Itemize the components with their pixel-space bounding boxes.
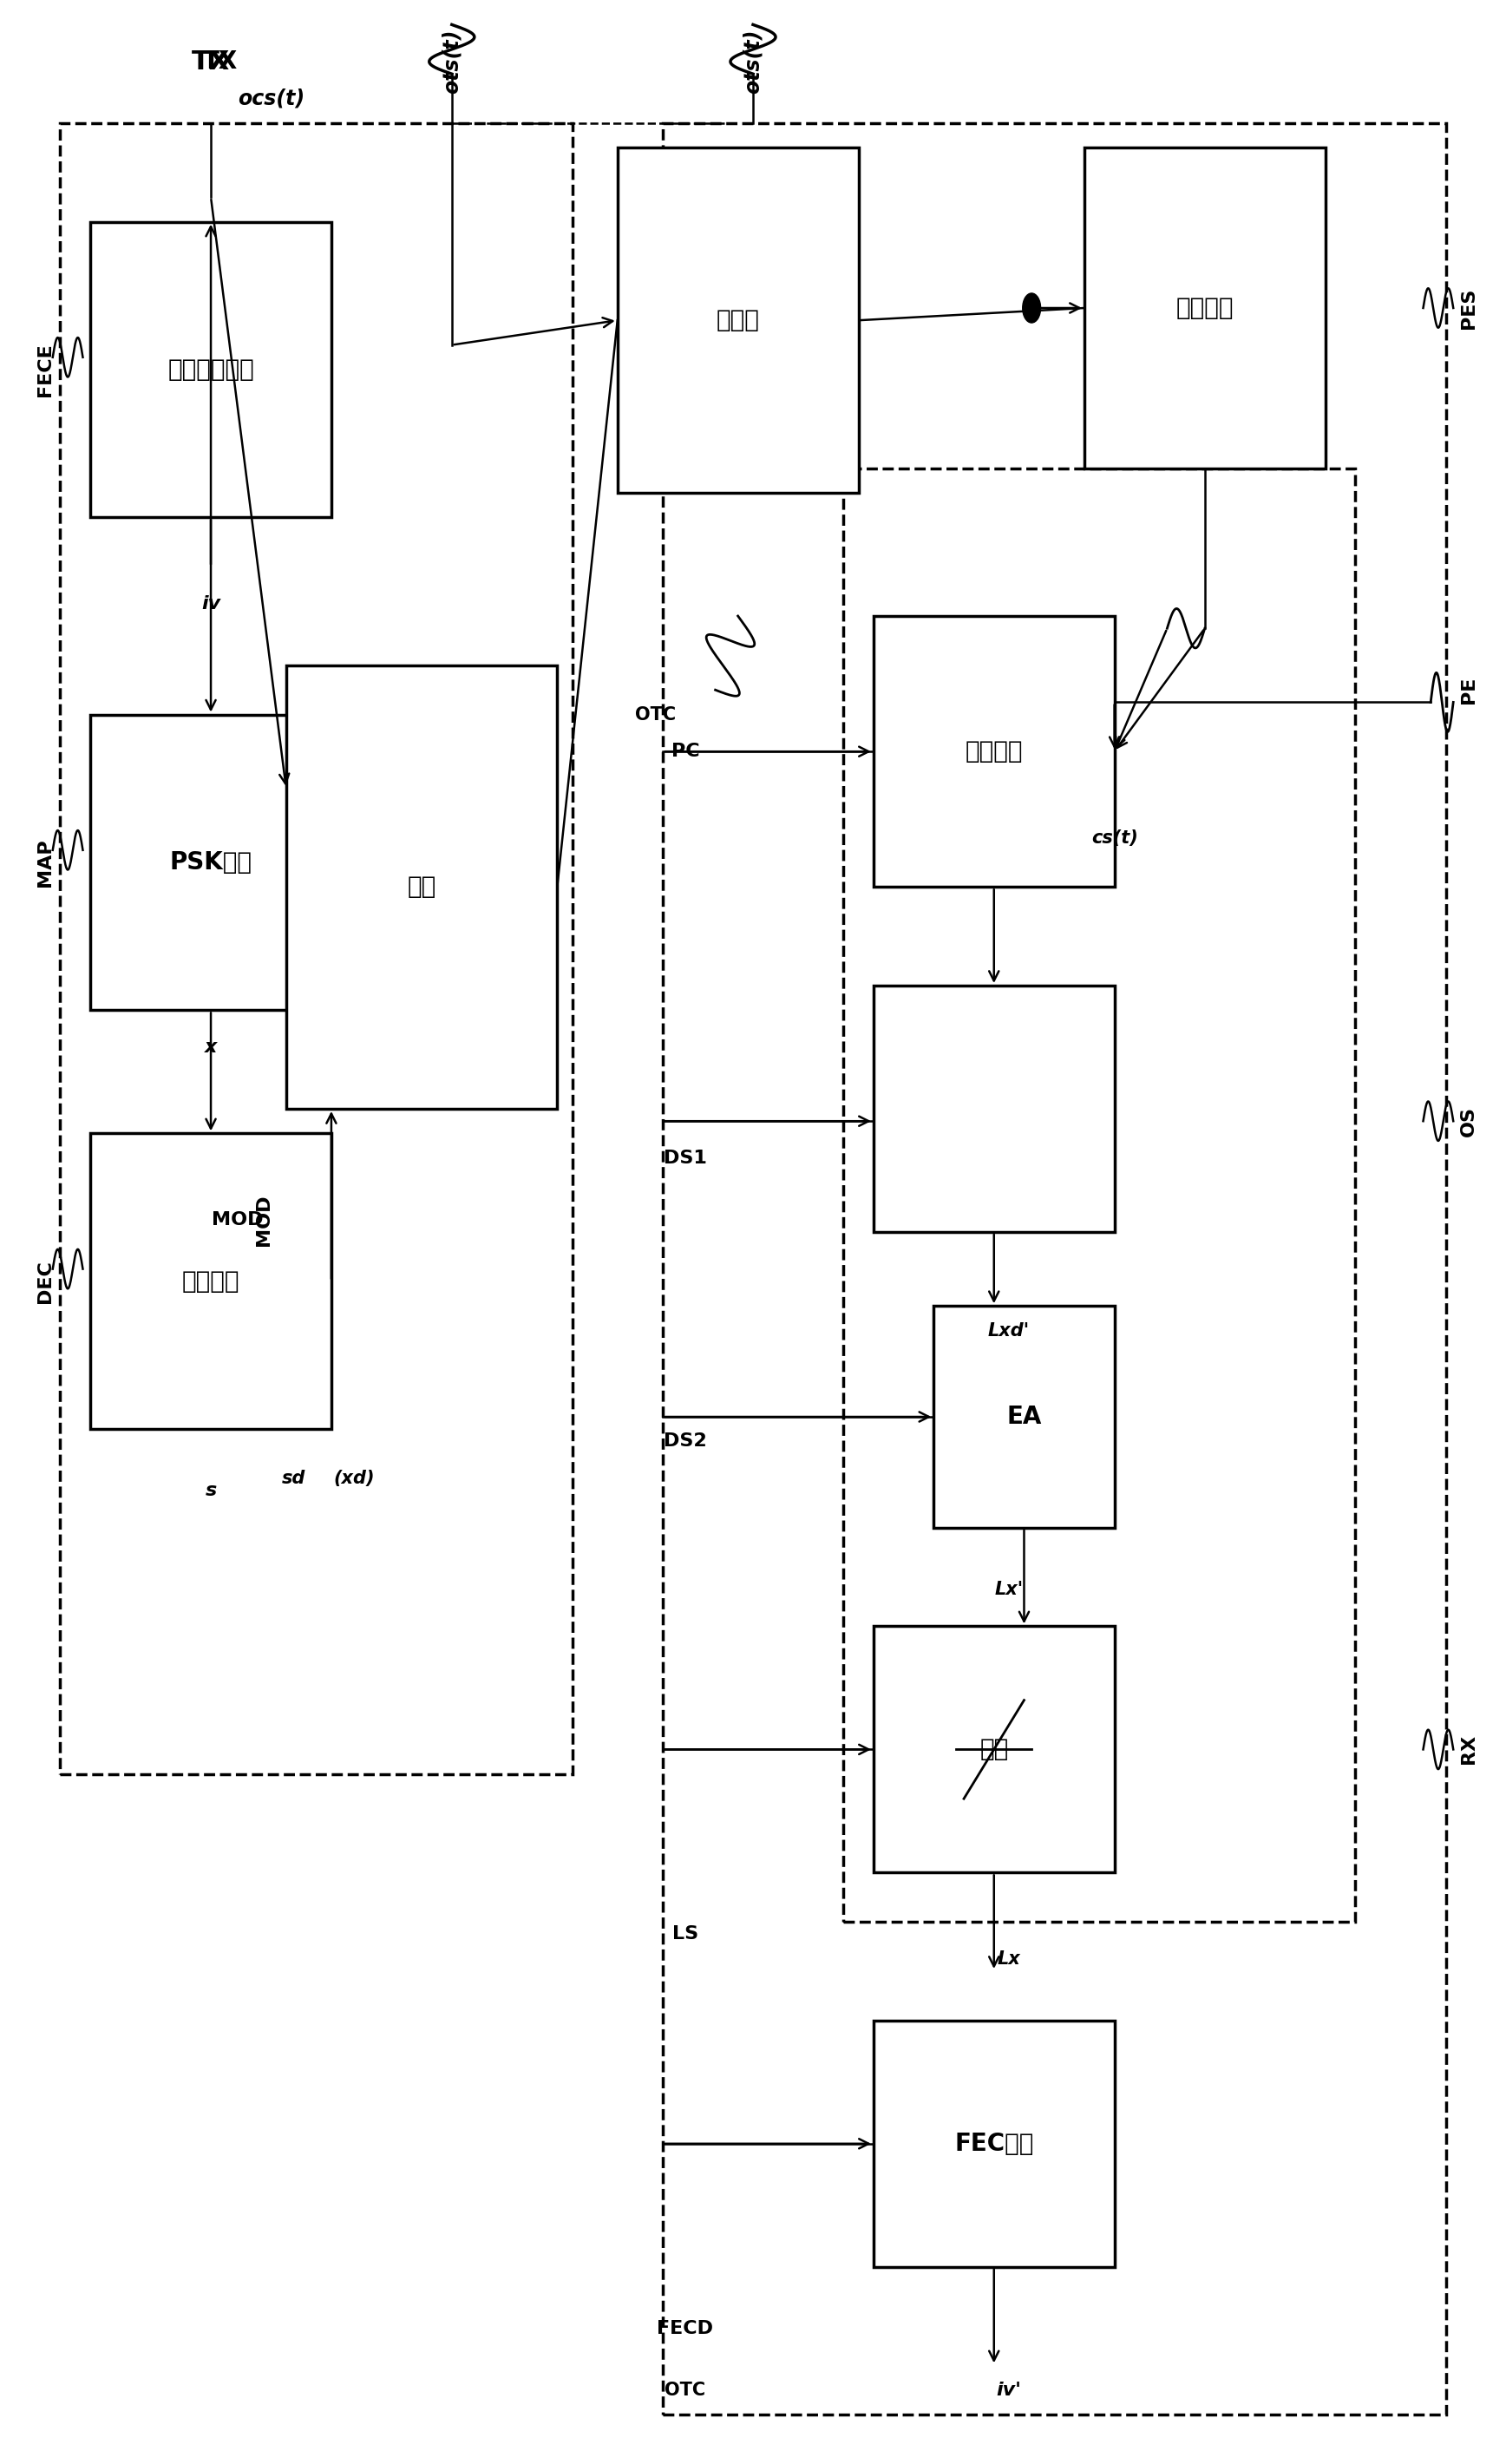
FancyBboxPatch shape: [617, 148, 858, 493]
Text: PSK映射: PSK映射: [170, 850, 252, 875]
FancyBboxPatch shape: [90, 1133, 331, 1429]
FancyBboxPatch shape: [1084, 148, 1325, 468]
Text: 光信道: 光信道: [717, 308, 759, 333]
Text: EA: EA: [1006, 1404, 1042, 1429]
Text: 相位校正: 相位校正: [965, 739, 1023, 764]
Text: s: s: [205, 1481, 217, 1501]
Text: iv': iv': [997, 2380, 1021, 2400]
Text: MOD: MOD: [212, 1210, 264, 1230]
Text: DEC: DEC: [36, 1259, 54, 1303]
Text: PC: PC: [672, 742, 699, 761]
Text: (xd): (xd): [333, 1469, 375, 1488]
Text: 限制: 限制: [979, 1737, 1009, 1762]
Text: LS: LS: [672, 1924, 699, 1944]
Text: FECE: FECE: [36, 342, 54, 397]
Text: Lxd': Lxd': [988, 1321, 1030, 1340]
Circle shape: [1023, 293, 1041, 323]
Text: Lx': Lx': [994, 1579, 1024, 1599]
FancyBboxPatch shape: [873, 986, 1114, 1232]
FancyBboxPatch shape: [873, 1626, 1114, 1873]
Text: PE: PE: [1459, 675, 1477, 705]
FancyBboxPatch shape: [90, 715, 331, 1010]
Text: 相位估计: 相位估计: [1176, 296, 1233, 320]
Text: MAP: MAP: [36, 838, 54, 887]
FancyBboxPatch shape: [843, 468, 1355, 1922]
FancyBboxPatch shape: [286, 665, 557, 1109]
FancyBboxPatch shape: [663, 123, 1446, 2415]
Text: cs(t): cs(t): [1092, 828, 1137, 848]
Text: FEC解码: FEC解码: [955, 2131, 1033, 2156]
Text: OS: OS: [1459, 1106, 1477, 1136]
Text: 调制: 调制: [407, 875, 437, 899]
FancyBboxPatch shape: [60, 123, 572, 1774]
Text: DS2: DS2: [664, 1432, 706, 1451]
Text: iv: iv: [202, 594, 220, 614]
FancyBboxPatch shape: [873, 616, 1114, 887]
Text: TX: TX: [191, 49, 230, 74]
FancyBboxPatch shape: [934, 1306, 1114, 1528]
Text: OTC: OTC: [634, 705, 676, 724]
Text: TX: TX: [203, 49, 238, 74]
Text: ots(t): ots(t): [742, 30, 764, 94]
Text: sd: sd: [282, 1469, 306, 1488]
Text: OTC: OTC: [664, 2380, 706, 2400]
Text: RX: RX: [1459, 1735, 1477, 1764]
Text: PES: PES: [1459, 288, 1477, 328]
Text: Lx: Lx: [997, 1949, 1021, 1969]
Text: ocs(t): ocs(t): [238, 89, 304, 108]
Text: 差分编码: 差分编码: [182, 1269, 239, 1294]
FancyBboxPatch shape: [90, 222, 331, 517]
Text: x: x: [205, 1037, 217, 1057]
Text: DS1: DS1: [664, 1148, 706, 1168]
Text: 前向纠错编码: 前向纠错编码: [167, 357, 255, 382]
Text: ots(t): ots(t): [441, 30, 462, 94]
Text: MOD: MOD: [255, 1195, 273, 1244]
Text: FECD: FECD: [657, 2319, 714, 2338]
FancyBboxPatch shape: [873, 2020, 1114, 2267]
